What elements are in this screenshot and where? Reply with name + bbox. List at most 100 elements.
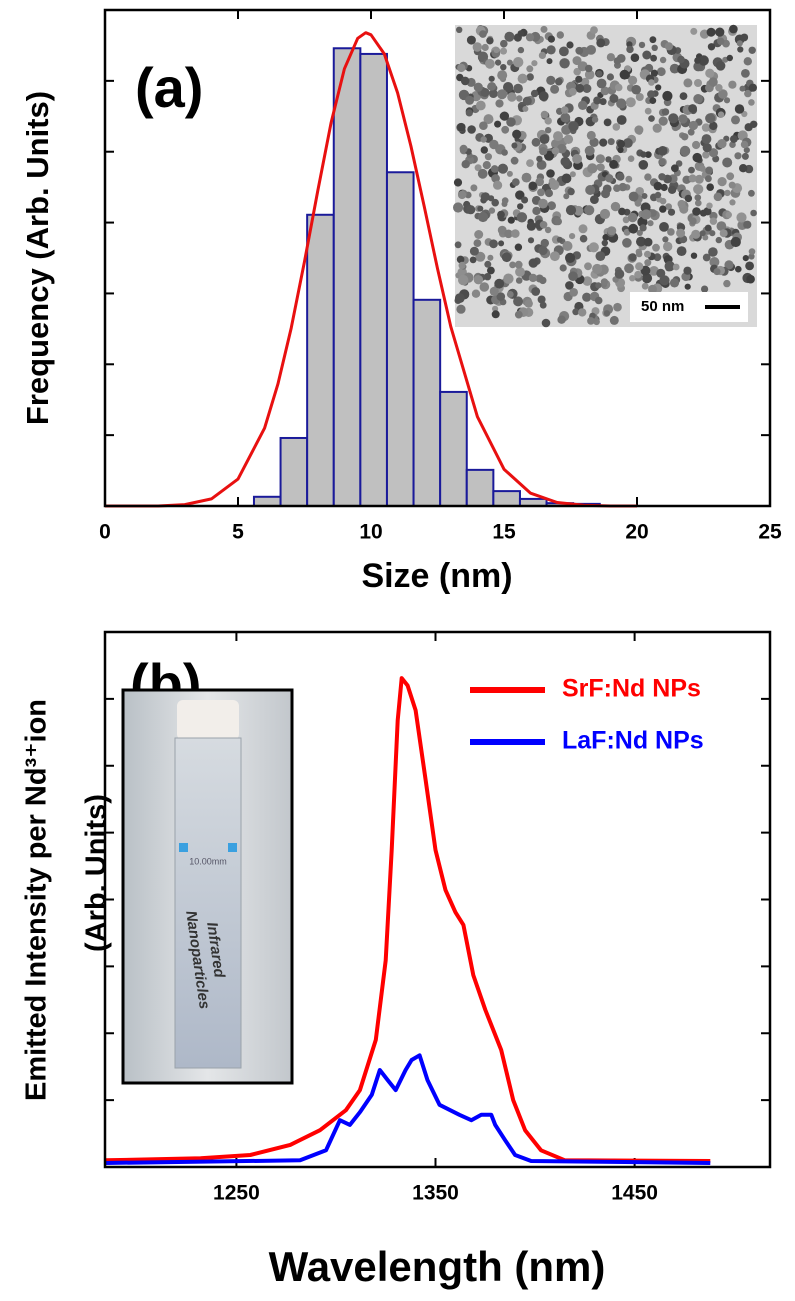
particle: [483, 114, 494, 125]
particle: [698, 55, 709, 66]
particle: [497, 210, 505, 219]
particle: [487, 82, 497, 91]
particle: [506, 117, 516, 127]
particle: [642, 50, 652, 60]
particle: [706, 27, 716, 37]
particle: [559, 46, 569, 57]
particle: [719, 229, 728, 238]
panel-label: (a): [135, 56, 203, 119]
particle: [659, 197, 667, 205]
particle: [618, 207, 626, 216]
particle: [709, 257, 720, 267]
particle: [500, 39, 508, 48]
particle: [644, 151, 652, 159]
particle: [537, 188, 545, 197]
particle: [506, 59, 513, 66]
x-tick-label: 15: [492, 521, 516, 544]
x-tick-label: 10: [359, 521, 382, 544]
particle: [557, 143, 567, 154]
particle: [705, 175, 712, 183]
particle: [559, 264, 567, 272]
particle: [514, 260, 523, 269]
particle: [715, 61, 726, 71]
particle: [539, 301, 547, 309]
particle: [681, 133, 689, 141]
particle: [477, 205, 484, 212]
particle: [654, 191, 662, 199]
particle: [628, 253, 637, 262]
fit-curve: [105, 31, 637, 508]
particle: [669, 63, 680, 74]
particle: [474, 164, 482, 172]
particle: [567, 187, 575, 196]
particle: [546, 58, 553, 65]
particle: [613, 184, 621, 192]
particle: [453, 178, 463, 187]
particle: [728, 80, 737, 89]
particle: [526, 65, 534, 73]
particle: [544, 117, 552, 125]
particle: [739, 164, 748, 173]
cuvette-mark: [179, 843, 188, 852]
particle: [545, 127, 552, 134]
particle: [667, 228, 675, 236]
particle: [708, 247, 718, 257]
particle: [726, 172, 735, 181]
particle: [557, 315, 566, 324]
particle: [638, 41, 646, 49]
particle: [479, 30, 487, 38]
particle: [568, 121, 579, 132]
legend-label: LaF:Nd NPs: [562, 727, 704, 755]
particle: [522, 105, 529, 112]
particle: [477, 211, 489, 223]
particle: [539, 221, 548, 229]
particle: [675, 160, 683, 167]
particle: [592, 263, 603, 275]
particle: [489, 139, 499, 150]
particle: [648, 284, 657, 294]
particle: [699, 209, 707, 217]
particle: [713, 192, 723, 202]
particle: [664, 42, 674, 51]
particle: [475, 251, 486, 262]
particle: [627, 212, 638, 223]
particle: [515, 267, 525, 277]
particle: [514, 243, 523, 251]
particle: [569, 171, 576, 178]
particle: [627, 155, 635, 162]
particle: [596, 38, 606, 48]
particle: [561, 106, 569, 114]
particle: [625, 175, 633, 183]
particle: [457, 63, 466, 73]
particle: [693, 184, 704, 195]
particle: [517, 30, 525, 37]
particle: [614, 269, 625, 279]
x-tick-label: 0: [99, 521, 111, 544]
particle: [515, 277, 523, 284]
particle: [717, 37, 725, 45]
particle: [497, 89, 508, 100]
particle: [491, 198, 500, 207]
particle: [695, 199, 702, 207]
particle: [578, 308, 587, 317]
particle: [723, 97, 731, 104]
particle: [469, 256, 477, 264]
particle: [555, 77, 563, 86]
x-tick-label: 25: [758, 521, 782, 544]
histogram-bar: [332, 47, 362, 508]
particle: [647, 90, 656, 99]
particle: [568, 271, 578, 282]
particle: [547, 201, 556, 211]
x-axis-label: Wavelength (nm): [269, 1243, 606, 1290]
particle: [489, 89, 498, 98]
particle: [568, 87, 577, 96]
particle: [499, 111, 510, 121]
particle: [667, 185, 677, 194]
particle: [479, 121, 488, 130]
particle: [516, 212, 528, 223]
particle: [603, 118, 612, 127]
particle: [748, 248, 756, 255]
particle: [676, 228, 686, 238]
tem-particles: [453, 24, 758, 328]
y-axis-label: Frequency (Arb. Units): [20, 91, 55, 425]
